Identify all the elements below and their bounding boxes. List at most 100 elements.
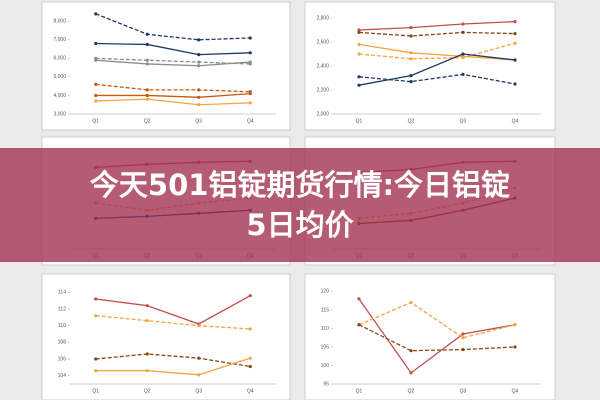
data-point <box>461 30 465 34</box>
data-point <box>145 42 149 47</box>
data-point <box>197 356 201 360</box>
data-point <box>197 53 201 57</box>
data-point <box>94 58 98 62</box>
x-tick-label: Q1 <box>356 388 363 394</box>
y-tick-label: 115 <box>321 307 329 313</box>
line-series <box>95 92 251 98</box>
data-point <box>409 51 413 55</box>
line-series <box>95 42 251 56</box>
data-point <box>461 52 465 56</box>
data-point <box>94 93 98 98</box>
data-point <box>513 345 517 349</box>
chart-panel <box>304 273 556 400</box>
y-tick-label: 104 <box>58 373 67 379</box>
data-point <box>248 294 252 298</box>
y-tick-label: 114 <box>58 290 66 296</box>
data-point <box>145 58 149 62</box>
data-point <box>248 356 252 360</box>
data-point <box>357 323 361 327</box>
data-point <box>94 41 98 46</box>
data-point <box>357 297 361 301</box>
line-series <box>95 57 251 65</box>
y-tick-label: 95 <box>323 381 329 387</box>
y-tick-label: 7,000 <box>53 37 66 43</box>
y-tick-label: 5,000 <box>53 74 66 80</box>
line-series <box>95 83 251 93</box>
data-point <box>513 20 517 24</box>
line-series <box>95 357 251 376</box>
data-point <box>145 88 149 92</box>
data-point <box>409 26 413 30</box>
y-tick-label: 4,000 <box>53 93 66 99</box>
chart-panel <box>41 1 291 131</box>
data-point <box>197 373 201 377</box>
line-series <box>358 73 516 85</box>
data-point <box>513 323 517 327</box>
line-series <box>95 353 251 368</box>
y-tick-label: 2,800 <box>316 15 329 21</box>
data-point <box>94 369 98 373</box>
data-point <box>357 30 361 34</box>
y-tick-label: 112 <box>58 306 66 312</box>
line-series <box>358 298 516 374</box>
y-tick-label: 6,000 <box>53 56 66 62</box>
line-series <box>358 43 516 61</box>
data-point <box>145 62 149 66</box>
x-tick-label: Q1 <box>92 118 99 124</box>
data-point <box>409 34 413 38</box>
x-tick-label: Q2 <box>408 388 415 394</box>
data-point <box>94 82 98 86</box>
data-point <box>409 57 413 61</box>
y-tick-label: 2,200 <box>316 87 329 93</box>
line-series <box>358 31 516 37</box>
data-point <box>145 304 149 308</box>
data-point <box>145 352 149 356</box>
x-tick-label: Q2 <box>408 118 415 124</box>
data-point <box>248 51 252 55</box>
y-tick-label: 2,600 <box>316 39 329 45</box>
data-point <box>248 36 252 40</box>
line-series <box>95 315 251 330</box>
y-tick-label: 2,400 <box>316 63 329 69</box>
data-point <box>94 357 98 361</box>
line-series <box>358 20 516 31</box>
data-point <box>197 60 201 64</box>
data-point <box>248 364 252 369</box>
x-tick-label: Q4 <box>247 118 254 124</box>
data-point <box>145 97 149 101</box>
data-point <box>461 56 465 60</box>
data-point <box>357 42 361 47</box>
data-point <box>197 324 201 328</box>
data-point <box>197 38 201 42</box>
data-point <box>197 103 201 107</box>
line-series <box>358 53 516 86</box>
data-point <box>145 319 149 323</box>
data-point <box>409 74 413 78</box>
data-point <box>513 31 517 36</box>
data-point <box>513 58 517 62</box>
x-tick-label: Q4 <box>512 118 519 124</box>
data-point <box>248 101 252 105</box>
line-series <box>95 13 251 41</box>
data-point <box>357 75 361 79</box>
data-point <box>357 28 361 32</box>
y-tick-label: 105 <box>321 344 330 350</box>
line-series <box>95 98 251 106</box>
x-tick-label: Q2 <box>144 118 151 124</box>
data-point <box>357 52 361 56</box>
data-point <box>197 64 201 68</box>
y-tick-label: 2,000 <box>316 111 329 117</box>
x-tick-label: Q3 <box>195 388 202 394</box>
data-point <box>248 327 252 331</box>
y-tick-label: 108 <box>58 340 67 346</box>
data-point <box>248 60 252 64</box>
y-tick-label: 110 <box>321 326 329 332</box>
x-tick-label: Q4 <box>512 388 519 394</box>
y-tick-label: 3,000 <box>53 111 66 117</box>
data-point <box>409 349 413 353</box>
data-point <box>461 336 465 340</box>
chart-panel <box>304 1 556 131</box>
data-point <box>248 92 252 96</box>
x-tick-label: Q1 <box>356 118 363 124</box>
